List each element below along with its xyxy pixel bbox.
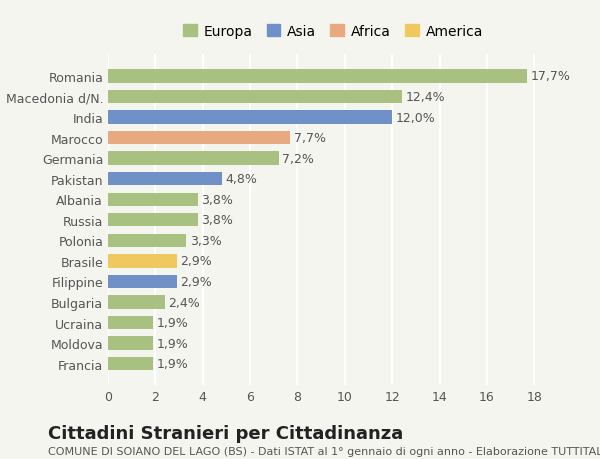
Bar <box>108 152 278 165</box>
Bar <box>108 255 176 268</box>
Text: COMUNE DI SOIANO DEL LAGO (BS) - Dati ISTAT al 1° gennaio di ogni anno - Elabora: COMUNE DI SOIANO DEL LAGO (BS) - Dati IS… <box>48 446 600 456</box>
Text: 7,7%: 7,7% <box>294 132 326 145</box>
Bar <box>108 296 165 309</box>
Bar <box>108 337 153 350</box>
Text: 3,8%: 3,8% <box>202 214 233 227</box>
Bar <box>108 111 392 124</box>
Text: 2,4%: 2,4% <box>169 296 200 309</box>
Text: Cittadini Stranieri per Cittadinanza: Cittadini Stranieri per Cittadinanza <box>48 425 403 442</box>
Bar <box>108 275 176 289</box>
Text: 12,4%: 12,4% <box>405 91 445 104</box>
Text: 2,9%: 2,9% <box>180 255 212 268</box>
Bar <box>108 234 186 247</box>
Text: 3,8%: 3,8% <box>202 193 233 206</box>
Text: 1,9%: 1,9% <box>157 316 188 330</box>
Bar <box>108 173 221 186</box>
Bar <box>108 90 401 104</box>
Text: 1,9%: 1,9% <box>157 337 188 350</box>
Bar <box>108 316 153 330</box>
Text: 3,3%: 3,3% <box>190 235 221 247</box>
Text: 17,7%: 17,7% <box>531 70 571 83</box>
Text: 2,9%: 2,9% <box>180 275 212 288</box>
Bar <box>108 357 153 370</box>
Bar <box>108 213 198 227</box>
Text: 7,2%: 7,2% <box>282 152 314 165</box>
Bar <box>108 132 290 145</box>
Bar <box>108 193 198 207</box>
Text: 1,9%: 1,9% <box>157 358 188 370</box>
Text: 4,8%: 4,8% <box>225 173 257 186</box>
Legend: Europa, Asia, Africa, America: Europa, Asia, Africa, America <box>177 19 489 44</box>
Text: 12,0%: 12,0% <box>396 111 436 124</box>
Bar <box>108 70 527 84</box>
